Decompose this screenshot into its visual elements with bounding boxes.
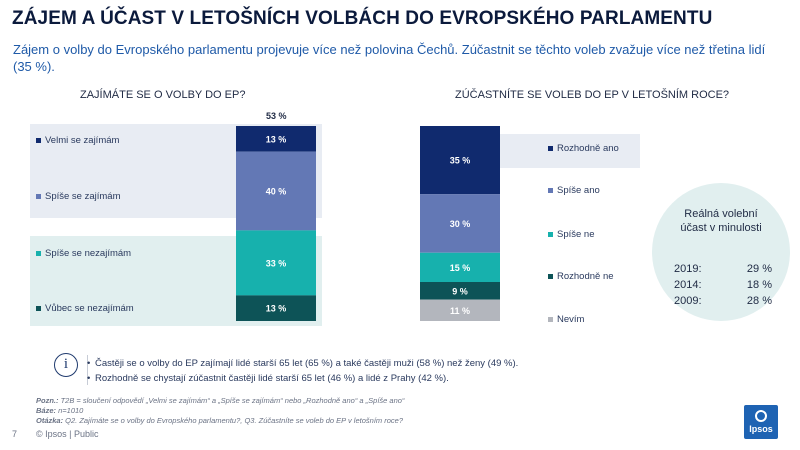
callout-value: 18 % — [746, 279, 772, 291]
page-number: 7 — [12, 429, 18, 439]
copyright: © Ipsos | Public — [36, 429, 99, 439]
legend-swatch — [36, 194, 41, 199]
slide-subtitle: Zájem o volby do Evropského parlamentu p… — [13, 42, 766, 74]
legend-label: Nevím — [557, 314, 585, 325]
legend-swatch — [548, 232, 553, 237]
logo-mark-icon — [755, 410, 767, 422]
legend-label: Spíše ano — [557, 185, 600, 196]
footnote-text: Q2. Zajímáte se o volby do Evropského pa… — [63, 416, 403, 425]
turnout-callout: Reálná volební účast v minulosti 2019: 2… — [652, 183, 790, 321]
footnote-label: Otázka: — [36, 416, 64, 425]
callout-row: 2009: 28 % — [674, 295, 772, 307]
legend-swatch — [548, 274, 553, 279]
footnote-label: Pozn.: — [36, 396, 59, 405]
bar-segment — [236, 151, 316, 231]
legend-swatch — [36, 251, 41, 256]
callout-title: Reálná volební účast v minulosti — [680, 208, 762, 234]
bar-value-label: 11 % — [450, 306, 470, 316]
bar-segment — [236, 295, 316, 321]
ipsos-logo: Ipsos — [744, 405, 778, 439]
chart-right-title: ZÚČASTNÍTE SE VOLEB DO EP V LETOŠNÍM ROC… — [455, 89, 730, 101]
chart-left-title: ZAJÍMÁTE SE O VOLBY DO EP? — [80, 89, 246, 101]
legend-label: Spíše se nezajímám — [45, 248, 131, 259]
bar-segment — [236, 126, 316, 152]
legend-label: Vůbec se nezajímám — [45, 303, 134, 314]
bar-segment — [420, 194, 500, 253]
bar-value-label: 35 % — [450, 156, 471, 166]
legend-label: Rozhodně ne — [557, 271, 614, 282]
bar-segment — [420, 126, 500, 195]
bar-value-label: 9 % — [452, 286, 468, 296]
bar-value-label: 13 % — [266, 304, 287, 314]
bar-value-label: 15 % — [450, 263, 471, 273]
callout-value: 28 % — [746, 295, 772, 307]
callout-year: 2009: — [674, 295, 702, 307]
note-item: Častěji se o volby do EP zajímají lidé s… — [87, 358, 518, 369]
bar-segment — [420, 282, 500, 300]
legend-label: Spíše ne — [557, 229, 595, 240]
bar-value-label: 13 % — [266, 134, 287, 144]
footnote-baze: Báze: n=1010 — [36, 406, 83, 415]
bar-value-label: 33 % — [266, 258, 287, 268]
notes-divider — [87, 355, 88, 385]
bar-segment — [420, 252, 500, 282]
callout-year: 2019: — [674, 263, 702, 275]
legend-swatch — [548, 317, 553, 322]
slide-title: ZÁJEM A ÚČAST V LETOŠNÍCH VOLBÁCH DO EVR… — [12, 8, 713, 29]
bar-value-label: 30 % — [450, 219, 471, 229]
legend-swatch — [36, 306, 41, 311]
legend-label: Spíše se zajímám — [45, 191, 121, 202]
footnote-pozn: Pozn.: T2B = sloučení odpovědí „Velmi se… — [36, 396, 404, 405]
footnote-text: T2B = sloučení odpovědí „Velmi se zajímá… — [58, 396, 405, 405]
legend-swatch — [36, 138, 41, 143]
t2b-label: 53 % — [266, 111, 287, 121]
footnote-otazka: Otázka: Q2. Zajímáte se o volby do Evrop… — [36, 416, 403, 425]
legend-label: Rozhodně ano — [557, 143, 619, 154]
bar-segment — [420, 299, 500, 321]
legend-label: Velmi se zajímám — [45, 135, 120, 146]
bar-segment — [236, 230, 316, 296]
bar-value-label: 40 % — [266, 187, 287, 197]
callout-value: 29 % — [746, 263, 772, 275]
legend-swatch — [548, 146, 553, 151]
footnote-label: Báze: — [36, 406, 57, 415]
legend-swatch — [548, 188, 553, 193]
note-item: Rozhodně se chystají zúčastnit častěji l… — [87, 373, 449, 384]
logo-wordmark: Ipsos — [749, 424, 773, 434]
callout-row: 2014: 18 % — [674, 279, 772, 291]
callout-year: 2014: — [674, 279, 702, 291]
callout-row: 2019: 29 % — [674, 263, 772, 275]
info-icon: i — [54, 353, 78, 377]
footnote-text: n=1010 — [56, 406, 84, 415]
